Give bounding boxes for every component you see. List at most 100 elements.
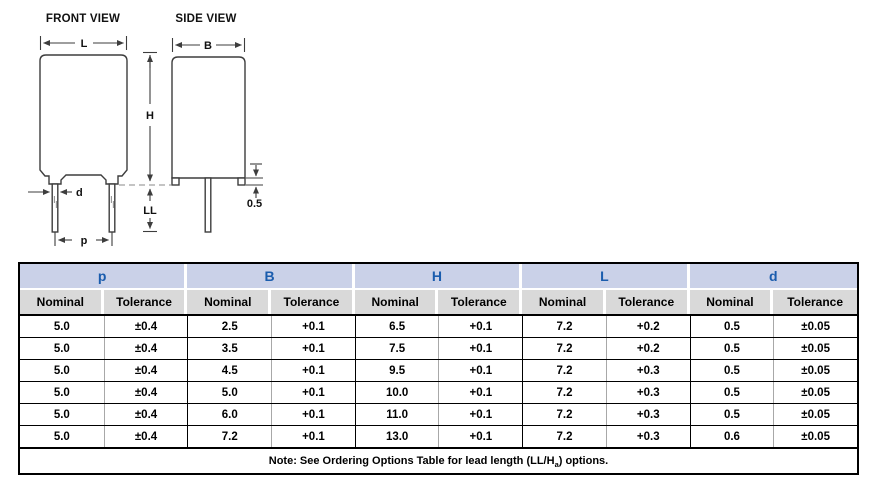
table-cell: 4.5 bbox=[187, 360, 271, 381]
table-cell: +0.1 bbox=[271, 404, 355, 425]
table-cell: +0.1 bbox=[438, 316, 522, 337]
table-cell: +0.1 bbox=[438, 404, 522, 425]
note-text: Note: See Ordering Options Table for lea… bbox=[268, 455, 609, 470]
table-row: 5.0 ±0.4 6.0 +0.1 11.0 +0.1 7.2 +0.3 0.5… bbox=[20, 403, 857, 425]
side-view-dimension-lines bbox=[171, 38, 263, 198]
table-cell: ±0.05 bbox=[773, 426, 857, 447]
table-cell: ±0.4 bbox=[103, 316, 188, 337]
group-header-H: H bbox=[354, 264, 523, 288]
front-view-dimension-lines bbox=[28, 36, 157, 246]
group-header-L: L bbox=[522, 264, 690, 288]
component-dimension-diagram: FRONT VIEW SIDE VIEW bbox=[0, 0, 300, 256]
subheader-L-nominal: Nominal bbox=[522, 290, 606, 314]
table-row: 5.0 ±0.4 5.0 +0.1 10.0 +0.1 7.2 +0.3 0.5… bbox=[20, 381, 857, 403]
table-cell: ±0.05 bbox=[773, 316, 857, 337]
table-cell: 5.0 bbox=[53, 386, 70, 399]
table-subheader-row: Nominal Tolerance Nominal Tolerance Nomi… bbox=[20, 290, 857, 314]
front-view-title: FRONT VIEW bbox=[46, 13, 120, 25]
table-cell: ±0.4 bbox=[103, 360, 188, 381]
table-cell: 0.5 bbox=[689, 316, 774, 337]
subheader-B-tolerance: Tolerance bbox=[271, 290, 355, 314]
dimension-label-LL: LL bbox=[143, 205, 157, 217]
table-cell: +0.2 bbox=[605, 338, 690, 359]
table-cell: 7.5 bbox=[354, 338, 439, 359]
subheader-d-nominal: Nominal bbox=[689, 290, 774, 314]
table-cell: 0.5 bbox=[689, 338, 774, 359]
table-row: 5.0 ±0.4 3.5 +0.1 7.5 +0.1 7.2 +0.2 0.5 … bbox=[20, 337, 857, 359]
table-cell: ±0.05 bbox=[773, 404, 857, 425]
side-view-title: SIDE VIEW bbox=[175, 13, 236, 25]
table-body: 5.0 ±0.4 2.5 +0.1 6.5 +0.1 7.2 +0.2 0.5 … bbox=[20, 314, 857, 447]
table-cell: +0.1 bbox=[271, 338, 355, 359]
table-cell: +0.1 bbox=[271, 360, 355, 381]
dimension-label-d: d bbox=[76, 187, 83, 199]
dimension-label-standoff: 0.5 bbox=[247, 198, 262, 210]
dimension-drawing: FRONT VIEW SIDE VIEW bbox=[28, 13, 263, 247]
table-cell: ±0.4 bbox=[103, 382, 188, 403]
table-row: 5.0 ±0.4 2.5 +0.1 6.5 +0.1 7.2 +0.2 0.5 … bbox=[20, 316, 857, 337]
table-cell: 6.5 bbox=[354, 316, 439, 337]
table-cell: 6.0 bbox=[187, 404, 271, 425]
table-cell: 5.0 bbox=[53, 320, 70, 333]
side-lead bbox=[204, 177, 212, 233]
table-cell: 13.0 bbox=[354, 426, 439, 447]
table-cell: +0.1 bbox=[438, 426, 522, 447]
subheader-L-tolerance: Tolerance bbox=[605, 290, 690, 314]
table-cell: ±0.4 bbox=[103, 338, 188, 359]
table-cell: 5.0 bbox=[187, 382, 271, 403]
table-cell: ±0.05 bbox=[773, 382, 857, 403]
table-cell: 11.0 bbox=[354, 404, 439, 425]
table-cell: 10.0 bbox=[354, 382, 439, 403]
table-cell: +0.1 bbox=[271, 316, 355, 337]
front-left-lead bbox=[51, 183, 59, 233]
table-row: 5.0 ±0.4 7.2 +0.1 13.0 +0.1 7.2 +0.3 0.6… bbox=[20, 425, 857, 447]
table-cell: +0.1 bbox=[438, 360, 522, 381]
table-cell: 7.2 bbox=[522, 360, 606, 381]
table-cell: 9.5 bbox=[354, 360, 439, 381]
table-cell: 5.0 bbox=[53, 364, 70, 377]
table-cell: +0.2 bbox=[605, 316, 690, 337]
table-cell: +0.1 bbox=[271, 426, 355, 447]
table-cell: 0.5 bbox=[689, 404, 774, 425]
table-cell: 0.5 bbox=[689, 382, 774, 403]
table-cell: 5.0 bbox=[53, 408, 70, 421]
side-left-foot bbox=[171, 177, 180, 186]
table-cell: +0.1 bbox=[271, 382, 355, 403]
note-subscript: a bbox=[554, 460, 559, 470]
table-cell: 7.2 bbox=[522, 426, 606, 447]
dimension-label-L: L bbox=[81, 38, 88, 50]
table-cell: 3.5 bbox=[187, 338, 271, 359]
table-cell: ±0.05 bbox=[773, 360, 857, 381]
table-cell: 7.2 bbox=[522, 316, 606, 337]
table-cell: ±0.4 bbox=[103, 404, 188, 425]
group-header-p: p bbox=[20, 264, 188, 288]
side-right-foot bbox=[237, 177, 246, 186]
table-cell: 5.0 bbox=[53, 430, 70, 443]
table-cell: ±0.4 bbox=[103, 426, 188, 447]
front-right-lead bbox=[108, 183, 116, 233]
dimension-label-B: B bbox=[204, 40, 212, 52]
group-header-B: B bbox=[187, 264, 355, 288]
table-cell: +0.3 bbox=[605, 360, 690, 381]
dimensions-table: p B H L d Nominal Tolerance Nominal Tole… bbox=[18, 262, 859, 475]
table-cell: 0.5 bbox=[689, 360, 774, 381]
dimension-label-H: H bbox=[146, 110, 154, 122]
subheader-p-tolerance: Tolerance bbox=[103, 290, 188, 314]
table-cell: +0.3 bbox=[605, 404, 690, 425]
table-cell: 0.6 bbox=[689, 426, 774, 447]
subheader-H-tolerance: Tolerance bbox=[438, 290, 523, 314]
table-note: Note: See Ordering Options Table for lea… bbox=[20, 447, 857, 473]
table-cell: 2.5 bbox=[187, 316, 271, 337]
table-cell: +0.1 bbox=[438, 338, 522, 359]
side-view-body bbox=[171, 56, 246, 233]
table-cell: 5.0 bbox=[53, 342, 70, 355]
front-view-body bbox=[39, 54, 128, 233]
table-cell: 7.2 bbox=[522, 382, 606, 403]
subheader-H-nominal: Nominal bbox=[354, 290, 439, 314]
table-cell: 7.2 bbox=[187, 426, 271, 447]
table-group-header-row: p B H L d bbox=[20, 264, 857, 288]
subheader-B-nominal: Nominal bbox=[187, 290, 272, 314]
subheader-p-nominal: Nominal bbox=[20, 290, 104, 314]
table-row: 5.0 ±0.4 4.5 +0.1 9.5 +0.1 7.2 +0.3 0.5 … bbox=[20, 359, 857, 381]
table-cell: +0.3 bbox=[605, 426, 690, 447]
